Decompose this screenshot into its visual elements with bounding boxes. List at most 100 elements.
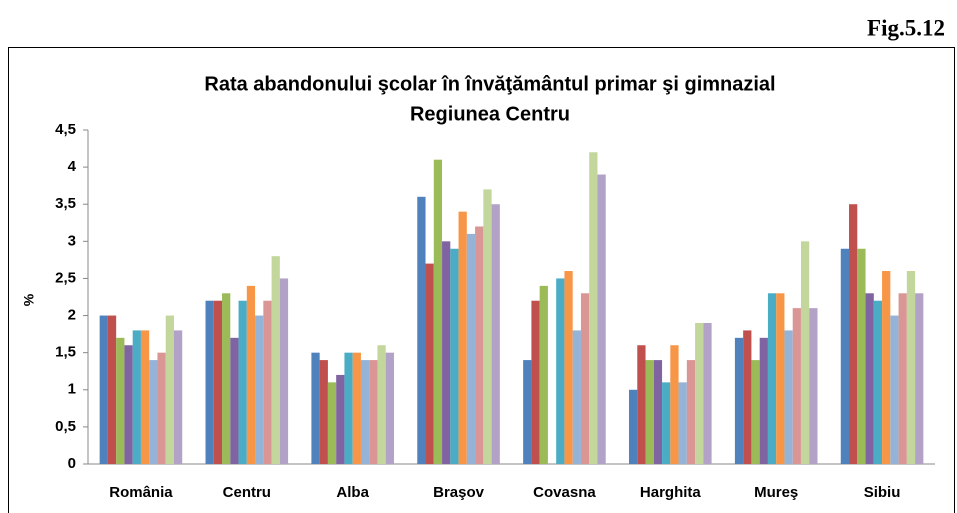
chart-border <box>8 47 955 513</box>
bar <box>352 352 361 464</box>
bar <box>433 159 443 464</box>
bar <box>580 293 590 464</box>
bar <box>369 360 378 464</box>
y-tick-label: 2,5 <box>55 269 76 286</box>
bar <box>734 337 744 464</box>
bar <box>800 241 810 464</box>
bar <box>255 315 264 464</box>
bar <box>670 345 679 464</box>
bar <box>759 337 768 464</box>
bar <box>116 337 125 464</box>
bar <box>556 278 565 464</box>
bar <box>417 196 426 465</box>
y-tick-label: 3,5 <box>55 195 76 212</box>
x-tick-label: Covasna <box>533 484 596 501</box>
bar <box>450 248 459 464</box>
bar <box>238 300 247 464</box>
bar <box>442 241 451 464</box>
x-tick-label: Sibiu <box>864 484 901 501</box>
bar <box>385 352 394 464</box>
bar <box>703 322 712 464</box>
bar <box>222 293 231 464</box>
bar <box>767 293 777 464</box>
y-tick-label: 0,5 <box>55 418 76 435</box>
bar <box>873 300 883 464</box>
y-tick-label: 3 <box>68 232 76 249</box>
bar <box>279 278 289 464</box>
bar <box>792 308 801 464</box>
y-tick-label: 2 <box>68 307 76 324</box>
bar <box>165 315 174 464</box>
bar <box>629 389 638 464</box>
bar <box>344 352 353 464</box>
bar <box>458 211 467 464</box>
bar <box>915 293 924 464</box>
chart-title: Rata abandonului şcolar în învăţământul … <box>204 73 775 95</box>
bar <box>263 300 272 464</box>
x-tick-label: Alba <box>336 484 369 501</box>
bar <box>425 263 434 464</box>
y-axis-label: % <box>21 293 37 306</box>
bar <box>360 360 370 464</box>
bar <box>857 248 866 464</box>
x-tick-label: România <box>109 484 173 501</box>
bar <box>637 345 646 464</box>
bar <box>695 322 704 464</box>
bar <box>311 352 320 464</box>
bar <box>523 360 532 464</box>
y-tick-label: 4 <box>68 158 77 175</box>
bar <box>645 360 654 464</box>
bar <box>132 330 141 464</box>
bar <box>809 308 818 464</box>
bar <box>327 382 337 464</box>
bar <box>890 315 899 464</box>
bar <box>107 315 117 464</box>
bar <box>491 204 500 464</box>
bar <box>597 174 606 465</box>
x-tick-label: Braşov <box>433 484 485 501</box>
bar <box>906 271 916 464</box>
x-tick-label: Mureş <box>754 484 798 501</box>
bar <box>865 293 874 464</box>
bar <box>140 330 150 464</box>
bar <box>246 285 256 464</box>
chart-subtitle: Regiunea Centru <box>410 103 570 125</box>
bar <box>157 352 166 464</box>
bar <box>483 189 492 464</box>
figure-label: Fig.5.12 <box>867 15 945 40</box>
bar <box>898 293 907 464</box>
bar <box>539 285 548 464</box>
bar <box>743 330 752 464</box>
x-tick-label: Harghita <box>640 484 702 501</box>
bar <box>466 233 476 464</box>
bar <box>205 300 214 464</box>
bar <box>377 345 386 464</box>
y-tick-label: 1 <box>68 381 76 398</box>
bar <box>99 315 108 464</box>
bar <box>653 360 663 464</box>
bar <box>751 360 760 464</box>
bar <box>572 330 581 464</box>
bar <box>124 345 133 464</box>
bar <box>662 382 671 464</box>
bar <box>336 374 345 464</box>
bar <box>230 337 239 464</box>
x-tick-label: Centru <box>223 484 271 501</box>
bar <box>840 248 850 464</box>
bar <box>271 256 280 464</box>
bar <box>475 226 484 464</box>
bar <box>564 271 573 464</box>
bar <box>882 271 891 464</box>
bar <box>319 360 328 464</box>
y-tick-label: 1,5 <box>55 344 76 361</box>
bar <box>776 293 785 464</box>
bar <box>784 330 793 464</box>
bar <box>678 382 687 464</box>
bar <box>173 330 183 464</box>
bar <box>849 204 858 464</box>
bar <box>149 360 158 464</box>
y-tick-label: 4,5 <box>55 121 76 138</box>
y-tick-label: 0 <box>68 455 76 472</box>
bar <box>531 300 540 464</box>
